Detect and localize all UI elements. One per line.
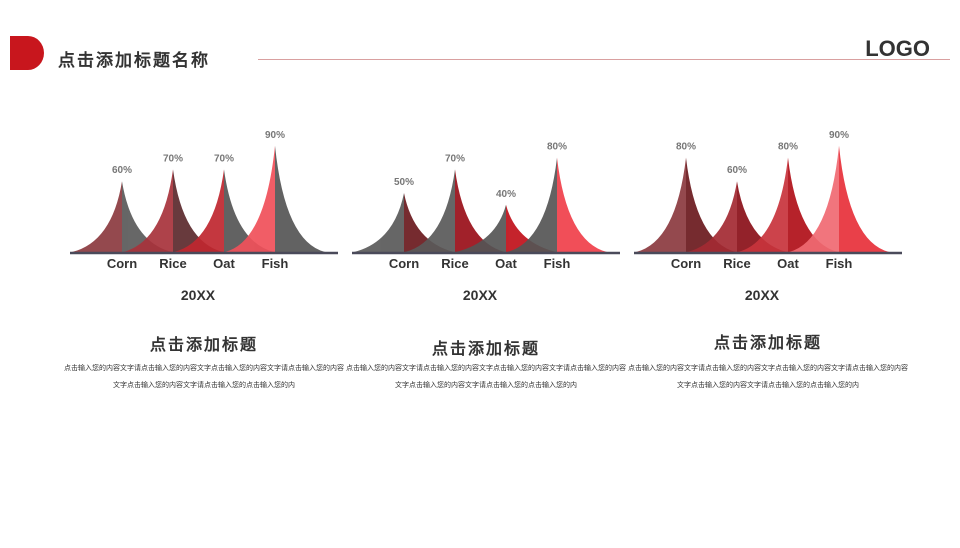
x-tick-label: Oat — [777, 256, 799, 271]
chart: 80% 60% 80% 90% Corn Rice Oat Fish 20XX — [634, 130, 902, 303]
panel-title: 点击添加标题 — [713, 333, 822, 352]
x-tick-label: Rice — [723, 256, 750, 271]
chart-peak-fish — [225, 145, 325, 252]
chart-peak-fish — [507, 157, 607, 252]
panel-body-text: 点击输入您的内容文字请点击输入您的内容文字点击输入您的内容文字请点击输入您的内容… — [64, 364, 344, 389]
chart-peak-corn — [72, 181, 172, 252]
x-tick-label: Corn — [389, 256, 419, 271]
page-title: 点击添加标题名称 — [58, 51, 210, 71]
panel-body-text: 点击输入您的内容文字请点击输入您的内容文字点击输入您的内容文字请点击输入您的内容… — [628, 364, 908, 389]
chart-panel: 50% 70% 40% 80% Corn Rice Oat Fish 20XX 点击添加标题 点… — [346, 0, 626, 548]
data-label: 70% — [445, 153, 465, 164]
panel-title: 点击添加标题 — [431, 339, 540, 358]
panel-body-text: 点击输入您的内容文字请点击输入您的内容文字点击输入您的内容文字请点击输入您的内容… — [346, 364, 626, 389]
header-divider — [258, 59, 950, 60]
data-label: 80% — [676, 142, 696, 153]
x-tick-label: Fish — [826, 256, 853, 271]
data-label: 60% — [112, 165, 132, 176]
x-tick-label: Fish — [544, 256, 571, 271]
panel-title: 点击添加标题 — [149, 335, 258, 354]
x-tick-label: Oat — [213, 256, 235, 271]
chart-peak-rice — [405, 169, 505, 252]
x-tick-label: Rice — [441, 256, 468, 271]
chart-peak-fish — [789, 145, 889, 252]
chart-peak-rice — [687, 181, 787, 252]
x-axis-label: 20XX — [463, 287, 498, 303]
data-label: 60% — [727, 165, 747, 176]
data-label: 80% — [547, 142, 567, 153]
x-axis-label: 20XX — [181, 287, 216, 303]
data-label: 80% — [778, 142, 798, 153]
logo: LOGO — [865, 36, 930, 61]
data-label: 90% — [265, 130, 285, 141]
data-label: 70% — [214, 153, 234, 164]
x-tick-label: Corn — [107, 256, 137, 271]
chart-peak-oat — [738, 157, 838, 252]
data-label: 70% — [163, 153, 183, 164]
x-tick-label: Oat — [495, 256, 517, 271]
data-label: 90% — [829, 130, 849, 141]
chart: 60% 70% 70% 90% Corn Rice Oat Fish 20XX — [70, 130, 338, 303]
chart-peak-corn — [354, 193, 454, 252]
chart-peak-oat — [174, 169, 274, 252]
header-accent-mark — [10, 36, 44, 70]
chart-peak-corn — [636, 157, 736, 252]
chart-peak-oat — [456, 204, 556, 252]
x-tick-label: Rice — [159, 256, 186, 271]
chart-panel: 60% 70% 70% 90% Corn Rice Oat Fish 20XX 点击添加标题 点… — [64, 0, 344, 548]
chart-peak-rice — [123, 169, 223, 252]
chart: 50% 70% 40% 80% Corn Rice Oat Fish 20XX — [352, 142, 620, 303]
data-label: 40% — [496, 189, 516, 200]
x-tick-label: Fish — [262, 256, 289, 271]
chart-panel: 80% 60% 80% 90% Corn Rice Oat Fish 20XX 点击添加标题 点… — [628, 0, 908, 548]
x-tick-label: Corn — [671, 256, 701, 271]
data-label: 50% — [394, 177, 414, 188]
x-axis-label: 20XX — [745, 287, 780, 303]
